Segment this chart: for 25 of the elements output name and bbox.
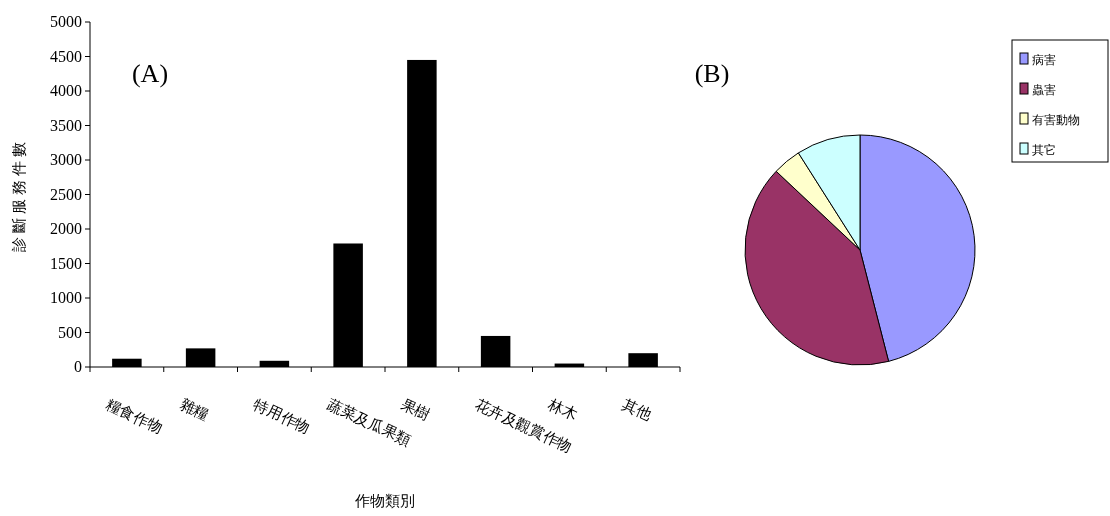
x-tick-label: 雜糧 <box>177 396 212 424</box>
y-tick-label: 5000 <box>50 13 82 30</box>
x-tick-label: 特用作物 <box>251 396 313 437</box>
x-axis-title: 作物類別 <box>354 493 415 509</box>
x-tick-label: 其他 <box>619 396 654 424</box>
legend-label: 有害動物 <box>1032 113 1080 127</box>
y-tick-label: 500 <box>58 323 82 341</box>
text: (B) <box>694 59 730 88</box>
y-axis-title: 診斷服務件數 <box>11 137 27 252</box>
text: (A) <box>131 59 169 88</box>
y-tick-label: 4000 <box>50 82 82 99</box>
legend-label: 其它 <box>1032 143 1056 157</box>
y-tick-label: 4500 <box>50 47 82 65</box>
y-tick-label: 1500 <box>50 254 82 272</box>
x-tick-label: 林木 <box>545 395 581 424</box>
legend-label: 蟲害 <box>1032 83 1056 97</box>
x-tick-label: 糧食作物 <box>103 396 165 437</box>
legend-label: 病害 <box>1032 53 1056 67</box>
y-tick-label: 2000 <box>50 220 82 237</box>
y-tick-label: 2500 <box>50 185 82 203</box>
y-tick-label: 1000 <box>50 289 82 306</box>
y-tick-label: 3500 <box>50 116 82 134</box>
y-tick-label: 3000 <box>50 151 82 168</box>
x-tick-label: 果樹 <box>398 396 433 424</box>
y-tick-label: 0 <box>74 358 82 375</box>
